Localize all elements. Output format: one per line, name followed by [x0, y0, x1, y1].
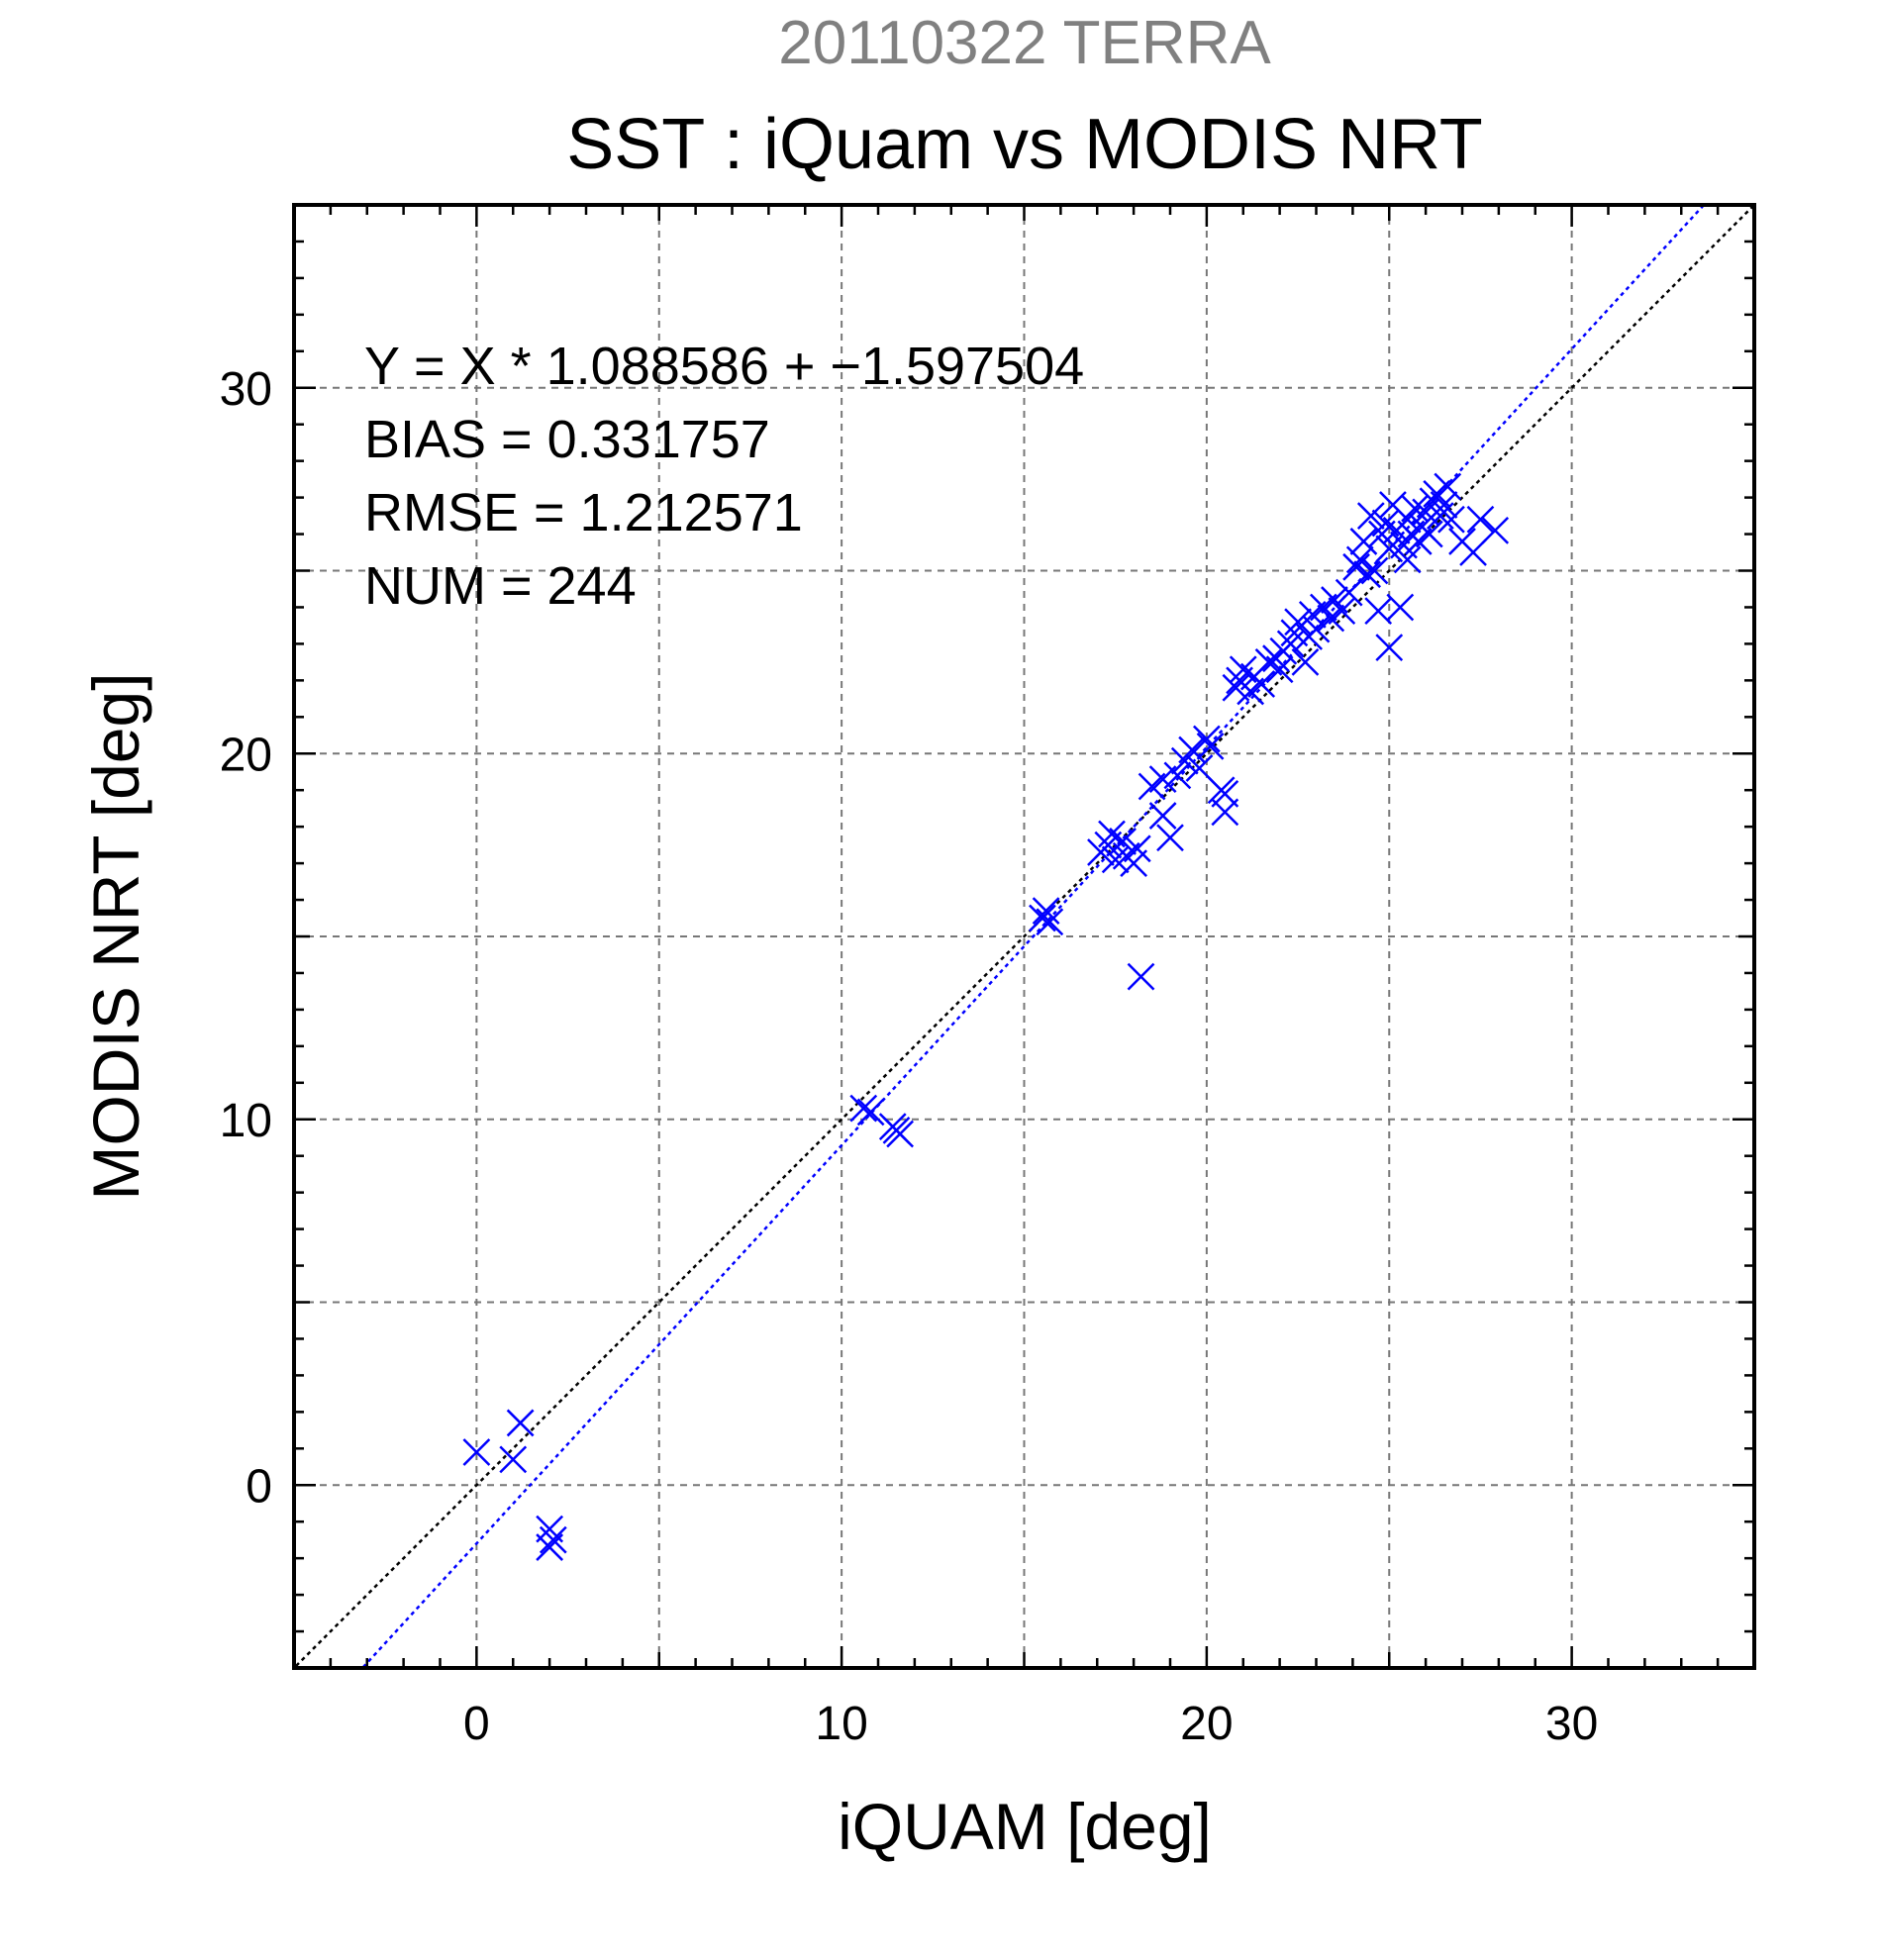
x-tick-label: 0 — [463, 1698, 490, 1750]
data-point — [1430, 491, 1458, 519]
data-point — [1276, 630, 1305, 658]
regression-line — [360, 205, 1706, 1668]
y-tick-label: 20 — [220, 729, 272, 781]
data-point — [462, 1438, 491, 1466]
data-point — [1185, 754, 1214, 782]
data-point — [1302, 615, 1331, 643]
data-point — [1328, 597, 1356, 626]
stats-bias: BIAS = 0.331757 — [364, 410, 770, 469]
data-point — [1098, 820, 1126, 848]
data-point — [1386, 593, 1415, 622]
x-axis-label: iQUAM [deg] — [838, 1790, 1212, 1863]
data-point — [1466, 505, 1495, 534]
data-point — [1036, 908, 1064, 936]
stats-rmse: RMSE = 1.212571 — [364, 483, 803, 542]
data-point — [1101, 845, 1130, 874]
data-point — [1291, 647, 1320, 676]
data-point — [1029, 904, 1056, 932]
data-point — [1196, 732, 1225, 760]
data-point — [1247, 670, 1276, 698]
data-point — [1123, 834, 1151, 863]
x-tick-label: 30 — [1545, 1698, 1598, 1750]
data-point — [1401, 494, 1429, 523]
one-to-one-line — [294, 205, 1754, 1668]
data-point — [506, 1409, 535, 1437]
reference-lines — [294, 205, 1754, 1668]
data-point — [1356, 502, 1385, 530]
data-point — [1426, 502, 1454, 530]
x-tick-label: 10 — [815, 1698, 867, 1750]
stats-regression: Y = X * 1.088586 + −1.597504 — [364, 337, 1084, 396]
data-point — [1393, 545, 1422, 574]
chart-suptitle: 20110322 TERRA — [778, 9, 1271, 77]
data-point — [1178, 735, 1207, 764]
y-tick-label: 30 — [220, 363, 272, 416]
data-point — [1163, 761, 1192, 790]
data-point — [1032, 897, 1060, 926]
data-point — [1148, 802, 1177, 830]
data-point — [1434, 472, 1462, 501]
tick-labels: 0 10 20 30 0 10 20 30 — [220, 363, 1599, 1750]
data-point — [1481, 516, 1510, 544]
data-point — [1353, 560, 1382, 589]
data-point — [886, 1120, 915, 1148]
data-point — [1375, 634, 1404, 661]
data-point — [1349, 528, 1378, 555]
data-point — [1345, 545, 1374, 574]
y-tick-label: 0 — [246, 1460, 272, 1513]
data-point — [1192, 725, 1221, 753]
plot-frame — [292, 203, 1756, 1670]
data-point — [1437, 505, 1465, 534]
data-point — [849, 1094, 878, 1123]
data-point — [856, 1098, 885, 1127]
data-point — [1415, 520, 1443, 548]
data-point — [1265, 655, 1294, 684]
y-tick-label: 10 — [220, 1095, 272, 1147]
x-tick-label: 20 — [1180, 1698, 1233, 1750]
data-point — [536, 1533, 564, 1561]
data-points — [462, 472, 1510, 1561]
y-axis-label: MODIS NRT [deg] — [79, 672, 152, 1200]
stats-num: NUM = 244 — [364, 556, 637, 616]
stats-block: Y = X * 1.088586 + −1.597504 BIAS = 0.33… — [364, 337, 1084, 616]
data-point — [539, 1525, 567, 1554]
data-point — [1284, 608, 1312, 637]
data-point — [1360, 556, 1389, 585]
data-point — [1211, 780, 1239, 808]
data-point — [1459, 539, 1487, 566]
data-point — [1156, 824, 1184, 852]
data-point — [1127, 962, 1155, 991]
chart-title: SST : iQuam vs MODIS NRT — [566, 105, 1483, 184]
data-point — [499, 1445, 528, 1474]
